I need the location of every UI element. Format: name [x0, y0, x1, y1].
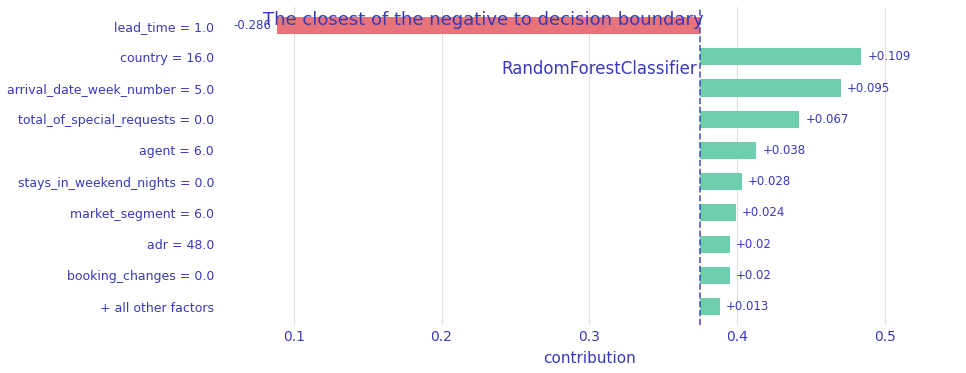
Text: +0.013: +0.013	[725, 300, 769, 313]
Text: -0.286: -0.286	[234, 19, 271, 32]
Bar	[700, 142, 756, 159]
Bar	[277, 17, 700, 34]
Text: RandomForestClassifier: RandomForestClassifier	[501, 60, 696, 78]
Text: +0.02: +0.02	[736, 238, 772, 251]
Bar	[700, 48, 862, 65]
Bar	[700, 298, 720, 315]
Text: The closest of the negative to decision boundary: The closest of the negative to decision …	[263, 11, 703, 29]
Text: +0.038: +0.038	[762, 144, 806, 157]
X-axis label: contribution: contribution	[543, 351, 636, 366]
Text: +0.02: +0.02	[736, 269, 772, 282]
Text: +0.024: +0.024	[742, 206, 785, 219]
Bar	[700, 204, 736, 222]
Text: +0.067: +0.067	[806, 113, 849, 126]
Text: +0.028: +0.028	[748, 175, 791, 188]
Bar	[700, 111, 800, 128]
Bar	[700, 267, 730, 284]
Text: +0.109: +0.109	[867, 50, 911, 63]
Bar	[700, 173, 742, 190]
Text: +0.095: +0.095	[846, 82, 890, 95]
Bar	[700, 235, 730, 253]
Bar	[700, 79, 840, 97]
